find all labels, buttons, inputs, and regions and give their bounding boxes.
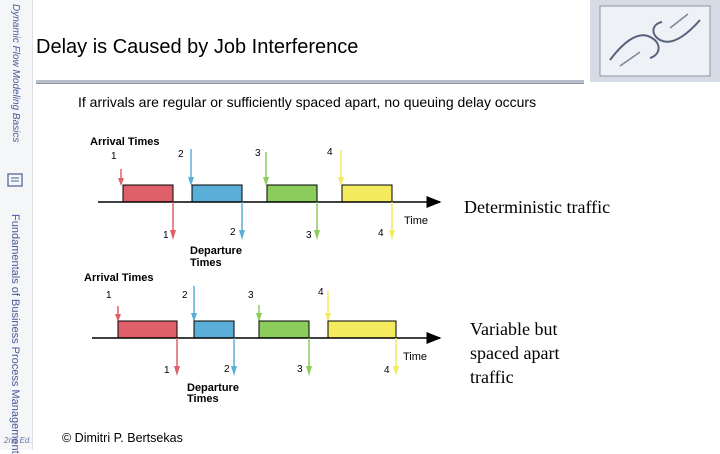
arrival-number-2-3: 3 bbox=[248, 290, 254, 301]
title-divider bbox=[36, 80, 584, 84]
time-label-2: Time bbox=[403, 351, 427, 363]
edition-label: 2nd Ed. bbox=[4, 436, 32, 445]
departure-number-2-3: 3 bbox=[297, 364, 303, 375]
departure-arrow-1 bbox=[170, 202, 176, 240]
departure-number-2-1: 1 bbox=[164, 365, 170, 376]
departure-times-label-line-1: Departure bbox=[190, 245, 242, 257]
job-bar-2-3 bbox=[258, 320, 310, 339]
caption-line-1: Variable but bbox=[470, 319, 558, 339]
departure-times-label-2-line-1: Departure bbox=[187, 382, 239, 394]
arrival-times-label: Arrival Times bbox=[90, 136, 160, 148]
arrival-number-1: 1 bbox=[111, 151, 117, 162]
arrival-number-2-4: 4 bbox=[318, 287, 324, 298]
arrival-arrow-2-2 bbox=[191, 286, 197, 322]
departure-number-4: 4 bbox=[378, 228, 384, 239]
job-bar-3 bbox=[266, 184, 318, 203]
sidebar: Dynamic Flow Modeling Basics Fundamental… bbox=[0, 0, 33, 454]
departure-times-label-2-line-2: Times bbox=[187, 393, 219, 405]
departure-arrow-2-3 bbox=[306, 338, 312, 376]
caption-line-2: spaced apart bbox=[470, 343, 560, 363]
arrival-arrow-2 bbox=[188, 149, 194, 186]
job-bar-2-1 bbox=[117, 320, 178, 339]
job-bar-1 bbox=[122, 184, 174, 203]
arrival-number-2: 2 bbox=[178, 149, 184, 160]
departure-arrow-2-4 bbox=[393, 338, 399, 376]
intro-paragraph: If arrivals are regular or sufficiently … bbox=[78, 94, 537, 110]
departure-arrow-2-2 bbox=[231, 338, 237, 376]
variable-traffic-caption: Variable but spaced apart traffic bbox=[470, 317, 559, 389]
job-bar-4 bbox=[341, 184, 393, 203]
arrival-arrow-2-3 bbox=[256, 305, 262, 322]
departure-number-1: 1 bbox=[163, 230, 169, 241]
departure-arrow-3 bbox=[314, 202, 320, 240]
drawing-hands-image bbox=[590, 0, 720, 82]
variable-diagram: Arrival Times 1 2 3 4 Time bbox=[84, 272, 442, 405]
arrival-arrow-3 bbox=[263, 152, 269, 186]
arrival-number-4: 4 bbox=[327, 147, 333, 158]
departure-number-2-2: 2 bbox=[224, 364, 230, 375]
book-icon bbox=[7, 173, 23, 187]
copyright-footer: © Dimitri P. Bertsekas bbox=[62, 431, 183, 445]
departure-number-2-4: 4 bbox=[384, 365, 390, 376]
arrival-number-3: 3 bbox=[255, 148, 261, 159]
job-bar-2 bbox=[191, 184, 243, 203]
job-bar-2-2 bbox=[193, 320, 235, 339]
deterministic-diagram: Arrival Times 1 2 3 4 Time bbox=[90, 136, 442, 269]
caption-line-3: traffic bbox=[470, 367, 514, 387]
departure-arrow-2 bbox=[239, 202, 245, 240]
arrival-number-2-1: 1 bbox=[106, 290, 112, 301]
departure-times-label-line-2: Times bbox=[190, 257, 222, 269]
job-bar-2-4 bbox=[327, 320, 397, 339]
departure-number-3: 3 bbox=[306, 230, 312, 241]
arrival-arrow-4 bbox=[338, 150, 344, 186]
arrival-arrow-2-1 bbox=[115, 306, 121, 322]
arrival-arrow-2-4 bbox=[325, 291, 331, 322]
arrival-times-label-2: Arrival Times bbox=[84, 272, 154, 284]
time-label: Time bbox=[404, 215, 428, 227]
arrival-number-2-2: 2 bbox=[182, 290, 188, 301]
slide-title: Delay is Caused by Job Interference bbox=[36, 36, 359, 58]
arrival-arrow-1 bbox=[118, 169, 124, 186]
departure-number-2: 2 bbox=[230, 227, 236, 238]
departure-arrow-4 bbox=[389, 202, 395, 240]
departure-arrow-2-1 bbox=[174, 338, 180, 376]
deterministic-traffic-caption: Deterministic traffic bbox=[464, 197, 611, 217]
